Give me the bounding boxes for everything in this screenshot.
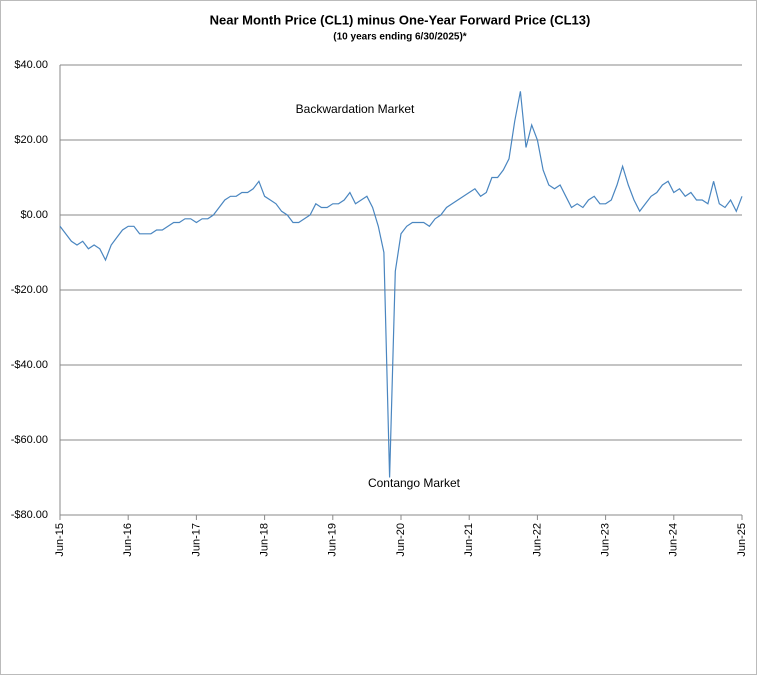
chart-title: Near Month Price (CL1) minus One-Year Fo… [210, 12, 591, 27]
x-tick-label: Jun-16 [122, 523, 134, 557]
y-tick-label: -$80.00 [11, 509, 48, 521]
x-tick-label: Jun-15 [54, 523, 66, 557]
y-tick-label: $0.00 [20, 209, 48, 221]
x-tick-label: Jun-25 [736, 523, 748, 557]
y-tick-label: -$40.00 [11, 359, 48, 371]
y-tick-label: $20.00 [14, 134, 48, 146]
y-tick-label: -$20.00 [11, 284, 48, 296]
annotation: Contango Market [368, 476, 461, 490]
y-tick-label: -$60.00 [11, 434, 48, 446]
x-tick-label: Jun-19 [327, 523, 339, 557]
y-tick-label: $40.00 [14, 59, 48, 71]
x-tick-label: Jun-17 [190, 523, 202, 557]
x-tick-label: Jun-20 [395, 523, 407, 557]
x-tick-label: Jun-23 [600, 523, 612, 557]
x-tick-label: Jun-18 [259, 523, 271, 557]
x-tick-label: Jun-22 [531, 523, 543, 557]
chart-subtitle: (10 years ending 6/30/2025)* [333, 32, 467, 43]
x-tick-label: Jun-21 [463, 523, 475, 557]
annotation: Backwardation Market [296, 102, 415, 116]
data-line [59, 91, 743, 478]
x-tick-label: Jun-24 [668, 523, 680, 557]
